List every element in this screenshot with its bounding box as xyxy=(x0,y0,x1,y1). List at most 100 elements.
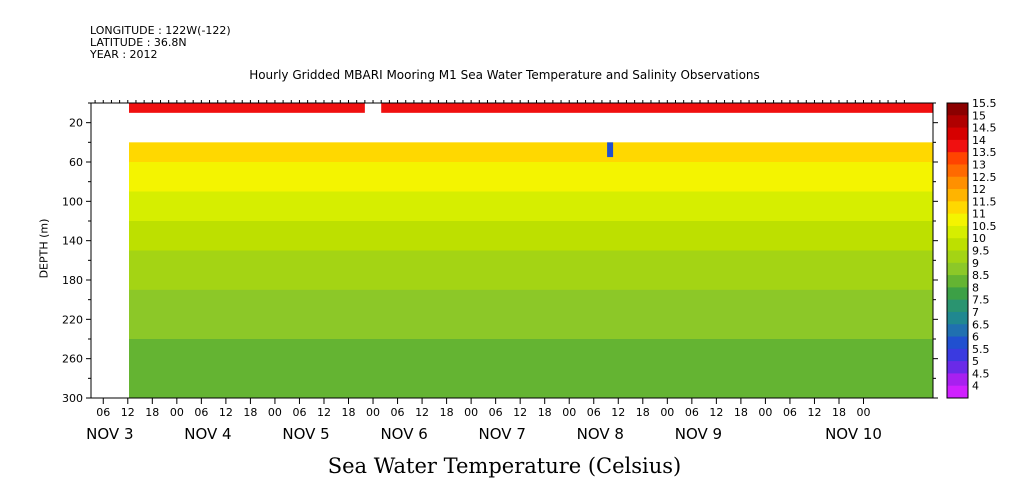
x-tick-label: 06 xyxy=(194,406,208,419)
colorbar-swatch xyxy=(947,164,968,178)
x-tick-label: 12 xyxy=(415,406,429,419)
x-tick-label: 12 xyxy=(611,406,625,419)
x-day-label: NOV 10 xyxy=(825,425,882,443)
colorbar-swatch xyxy=(947,152,968,165)
x-tick-label: 18 xyxy=(342,406,356,419)
x-tick-label: 00 xyxy=(366,406,380,419)
colorbar-swatch xyxy=(947,176,968,190)
x-tick-label: 12 xyxy=(219,406,233,419)
colorbar-variable-label: Sea Water Temperature (Celsius) xyxy=(327,454,682,478)
x-tick-label: 06 xyxy=(96,406,110,419)
colorbar-swatch xyxy=(947,385,968,399)
y-tick-label: 260 xyxy=(62,353,83,366)
colorbar-level-label: 11 xyxy=(972,208,986,221)
colorbar-swatch xyxy=(947,201,968,215)
y-tick-label: 220 xyxy=(62,313,83,326)
x-day-label: NOV 6 xyxy=(380,425,427,443)
x-tick-label: 06 xyxy=(587,406,601,419)
colorbar-level-label: 4.5 xyxy=(972,367,990,380)
colorbar-swatch xyxy=(947,336,968,350)
colorbar-swatch xyxy=(947,139,968,153)
colorbar-swatch xyxy=(947,262,968,276)
colorbar-swatch xyxy=(947,299,968,313)
x-tick-label: 06 xyxy=(685,406,699,419)
colorbar-level-label: 7.5 xyxy=(972,294,990,307)
colorbar-level-label: 13.5 xyxy=(972,146,997,159)
colorbar-level-label: 5 xyxy=(972,355,979,368)
x-tick-label: 12 xyxy=(513,406,527,419)
y-tick-label: 20 xyxy=(69,117,83,130)
x-day-label: NOV 8 xyxy=(577,425,624,443)
y-tick-label: 60 xyxy=(69,156,83,169)
colorbar-level-label: 10 xyxy=(972,232,986,245)
colorbar-level-label: 11.5 xyxy=(972,195,997,208)
x-day-label: NOV 4 xyxy=(184,425,231,443)
surface-band-segment xyxy=(381,103,934,113)
colorbar-swatch xyxy=(947,127,968,141)
colorbar-swatch xyxy=(947,115,968,129)
colorbar-level-label: 4 xyxy=(972,380,979,393)
colorbar-level-label: 8 xyxy=(972,281,979,294)
temperature-band xyxy=(129,221,933,251)
temperature-band xyxy=(129,289,933,340)
y-tick-label: 140 xyxy=(62,235,83,248)
latitude-label: LATITUDE : 36.8N xyxy=(90,36,187,49)
x-tick-label: 18 xyxy=(145,406,159,419)
colorbar-swatch xyxy=(947,373,968,387)
colorbar-level-label: 12 xyxy=(972,183,986,196)
colorbar-level-label: 10.5 xyxy=(972,220,997,233)
temperature-band xyxy=(129,250,933,291)
colorbar-swatch xyxy=(947,225,968,239)
x-day-label: NOV 9 xyxy=(675,425,722,443)
x-tick-label: 18 xyxy=(538,406,552,419)
colorbar-swatch xyxy=(947,324,968,338)
x-tick-label: 18 xyxy=(832,406,846,419)
x-tick-label: 18 xyxy=(440,406,454,419)
x-day-label: NOV 7 xyxy=(479,425,526,443)
colorbar-level-label: 9 xyxy=(972,257,979,270)
x-tick-label: 06 xyxy=(391,406,405,419)
colorbar-swatch xyxy=(947,238,968,251)
colorbar-level-label: 7 xyxy=(972,306,979,319)
cold-anomaly-mark xyxy=(607,142,614,158)
x-tick-label: 06 xyxy=(489,406,503,419)
x-tick-label: 06 xyxy=(292,406,306,419)
colorbar-level-label: 6 xyxy=(972,331,979,344)
x-tick-label: 00 xyxy=(170,406,184,419)
x-tick-label: 12 xyxy=(121,406,135,419)
colorbar-swatch xyxy=(947,213,968,227)
colorbar-swatch xyxy=(947,250,968,264)
x-tick-label: 18 xyxy=(636,406,650,419)
y-tick-label: 180 xyxy=(62,274,83,287)
colorbar-swatch xyxy=(947,287,968,301)
colorbar-swatch xyxy=(947,189,968,202)
chart-title: Hourly Gridded MBARI Mooring M1 Sea Wate… xyxy=(249,68,760,82)
colorbar-level-label: 14 xyxy=(972,134,986,147)
colorbar-level-label: 6.5 xyxy=(972,318,990,331)
temperature-band xyxy=(129,142,933,163)
colorbar-swatch xyxy=(947,361,968,374)
x-tick-label: 12 xyxy=(807,406,821,419)
x-tick-label: 18 xyxy=(243,406,257,419)
y-tick-label: 300 xyxy=(62,392,83,405)
colorbar-level-label: 14.5 xyxy=(972,122,997,135)
colorbar-level-label: 15 xyxy=(972,109,986,122)
colorbar-swatch xyxy=(947,348,968,362)
longitude-label: LONGITUDE : 122W(-122) xyxy=(90,24,231,37)
colorbar-swatch xyxy=(947,275,968,288)
x-tick-label: 06 xyxy=(783,406,797,419)
colorbar-level-label: 9.5 xyxy=(972,245,990,258)
temperature-band xyxy=(129,191,933,222)
colorbar-level-label: 15.5 xyxy=(972,97,997,110)
temperature-band xyxy=(129,162,933,192)
x-tick-label: 00 xyxy=(758,406,772,419)
x-tick-label: 18 xyxy=(734,406,748,419)
colorbar-swatch xyxy=(947,311,968,325)
colorbar-level-label: 8.5 xyxy=(972,269,990,282)
colorbar-swatch xyxy=(947,103,968,116)
x-tick-label: 00 xyxy=(268,406,282,419)
x-tick-label: 00 xyxy=(857,406,871,419)
x-tick-label: 00 xyxy=(660,406,674,419)
